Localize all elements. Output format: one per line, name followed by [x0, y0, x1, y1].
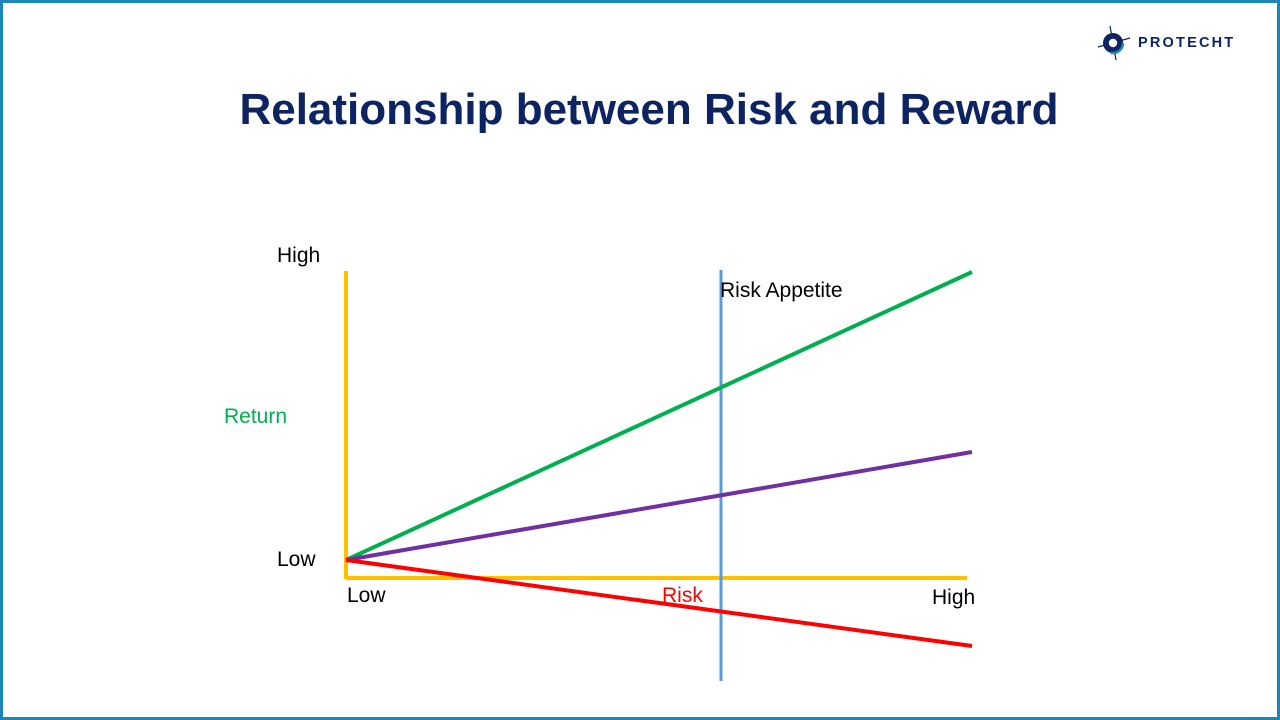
purple-return-line: [345, 450, 973, 562]
protecht-logo: PROTECHT: [1096, 23, 1235, 63]
page-title: Relationship between Risk and Reward: [239, 85, 1059, 134]
risk-appetite-label: Risk Appetite: [720, 279, 843, 302]
x-axis-high-label: High: [932, 586, 976, 609]
red-return-line: [345, 558, 973, 648]
green-return-line: [345, 270, 973, 562]
y-axis-title: Return: [224, 405, 288, 428]
logo-text: PROTECHT: [1138, 35, 1236, 51]
x-axis-title: Risk: [662, 584, 703, 607]
y-axis-low-label: Low: [277, 548, 316, 571]
risk-reward-diagram: [344, 270, 973, 681]
protecht-logo-icon: [1097, 25, 1131, 61]
x-axis-low-label: Low: [347, 584, 386, 607]
y-axis-high-label: High: [277, 244, 321, 267]
